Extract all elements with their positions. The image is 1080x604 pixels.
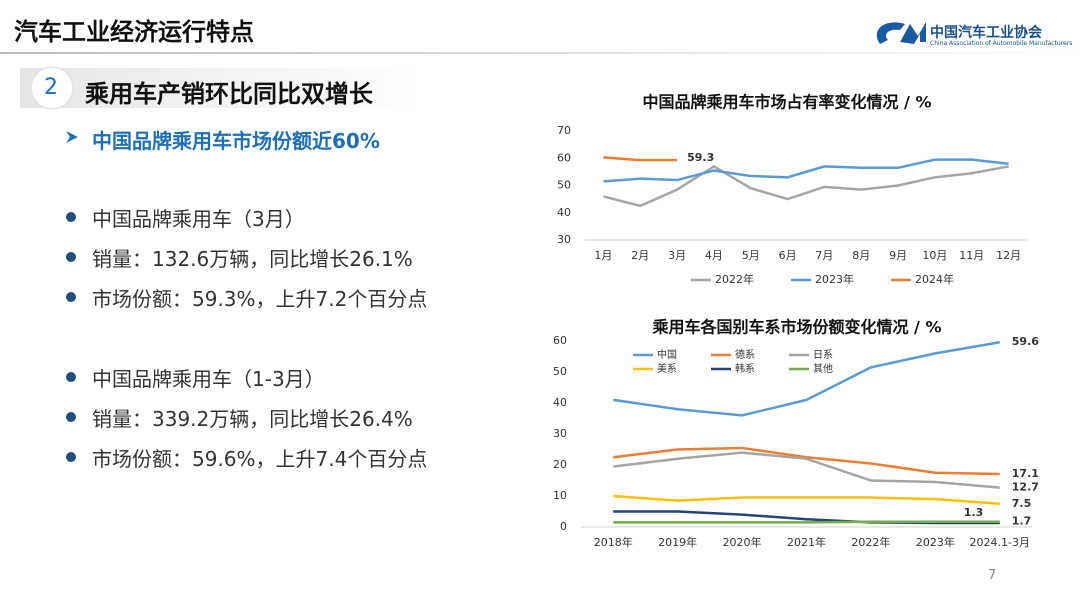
bullet-text: 销量：132.6万辆，同比增长26.1%: [92, 247, 413, 271]
legend-label: 德系: [735, 348, 755, 361]
x-tick-label: 9月: [889, 249, 907, 262]
legend-label: 其他: [813, 362, 833, 375]
bullet-dot: [66, 212, 76, 222]
x-tick-label: 2019年: [658, 535, 697, 549]
x-tick-label: 11月: [959, 249, 984, 262]
series-line: [613, 494, 1000, 505]
x-tick-label: 5月: [742, 249, 760, 262]
legend-label: 2024年: [915, 272, 954, 286]
x-tick-label: 10月: [922, 249, 947, 262]
data-label: 1.3: [964, 506, 984, 519]
section-title: 乘用车产销环比同比双增长: [85, 80, 373, 108]
y-tick-label: 50: [553, 365, 567, 378]
y-tick-label: 10: [553, 489, 567, 502]
org-name: 中国汽车工业协会: [930, 25, 1042, 41]
bullet-text: 中国品牌乘用车（1-3月）: [92, 367, 325, 391]
series-line: [613, 446, 1000, 476]
y-tick-label: 20: [553, 458, 567, 471]
x-tick-label: 7月: [815, 249, 833, 262]
series-line: [613, 520, 1000, 524]
x-tick-label: 12月: [996, 249, 1021, 262]
logo: [876, 22, 926, 44]
y-tick-label: 0: [560, 520, 567, 533]
legend-label: 中国: [657, 348, 677, 361]
x-tick-label: 2020年: [723, 535, 762, 549]
data-label: 59.3: [687, 151, 714, 164]
section-badge: [30, 66, 74, 110]
series-line: [603, 156, 678, 162]
bullet-text: 中国品牌乘用车（3月）: [92, 207, 305, 231]
bullet-text: 销量：339.2万辆，同比增长26.4%: [92, 407, 413, 431]
data-label: 1.7: [1012, 515, 1031, 528]
x-tick-label: 2024.1-3月: [970, 536, 1030, 549]
x-tick-label: 2018年: [594, 535, 633, 549]
bullet-text: 市场份额：59.3%，上升7.2个百分点: [92, 287, 428, 311]
x-tick-label: 2月: [631, 249, 649, 262]
data-label: 12.7: [1012, 481, 1039, 494]
y-tick-label: 40: [557, 206, 571, 219]
x-tick-label: 2021年: [787, 535, 826, 549]
page-number: 7: [988, 568, 997, 583]
legend-label: 日系: [813, 349, 833, 361]
bullet-dot: [66, 412, 76, 422]
data-label: 17.1: [1012, 467, 1039, 480]
x-tick-label: 6月: [779, 249, 797, 262]
chart-title: 中国品牌乘用车市场占有率变化情况 / %: [642, 93, 931, 112]
data-label: 7.5: [1012, 497, 1031, 510]
header-rule: [0, 52, 1080, 54]
x-tick-label: 8月: [852, 249, 870, 262]
y-tick-label: 30: [557, 233, 571, 246]
bullet-dot: [66, 252, 76, 262]
subtitle: 中国品牌乘用车市场份额近60%: [92, 129, 380, 153]
x-tick-label: 2023年: [916, 535, 955, 549]
series-line: [603, 158, 1009, 183]
chart-title: 乘用车各国别车系市场份额变化情况 / %: [651, 318, 941, 337]
y-tick-label: 50: [557, 179, 571, 192]
legend-label: 2022年: [715, 272, 754, 286]
y-tick-label: 30: [553, 427, 567, 440]
x-tick-label: 3月: [668, 249, 686, 262]
bullet-dot: [66, 452, 76, 462]
x-tick-label: 4月: [705, 249, 723, 262]
org-name-en: China Association of Automobile Manufact…: [930, 40, 1073, 47]
legend-label: 2023年: [815, 272, 854, 286]
x-tick-label: 1月: [594, 249, 612, 262]
bullet-dot: [66, 372, 76, 382]
legend-label: 韩系: [735, 362, 755, 375]
y-tick-label: 70: [557, 124, 571, 137]
series-line: [613, 341, 1000, 417]
y-tick-label: 60: [557, 151, 571, 164]
section-number: 2: [44, 75, 58, 100]
arrow-icon: [66, 131, 78, 143]
y-tick-label: 40: [553, 396, 567, 409]
legend-label: 美系: [657, 362, 677, 375]
x-tick-label: 2022年: [851, 535, 890, 549]
bullet-dot: [66, 292, 76, 302]
series-line: [603, 164, 1009, 208]
data-label: 59.6: [1012, 335, 1039, 348]
header-title: 汽车工业经济运行特点: [14, 18, 254, 46]
section-band: [20, 68, 420, 108]
series-line: [613, 451, 1000, 489]
bullet-text: 市场份额：59.6%，上升7.4个百分点: [92, 447, 428, 471]
y-tick-label: 60: [553, 334, 567, 347]
